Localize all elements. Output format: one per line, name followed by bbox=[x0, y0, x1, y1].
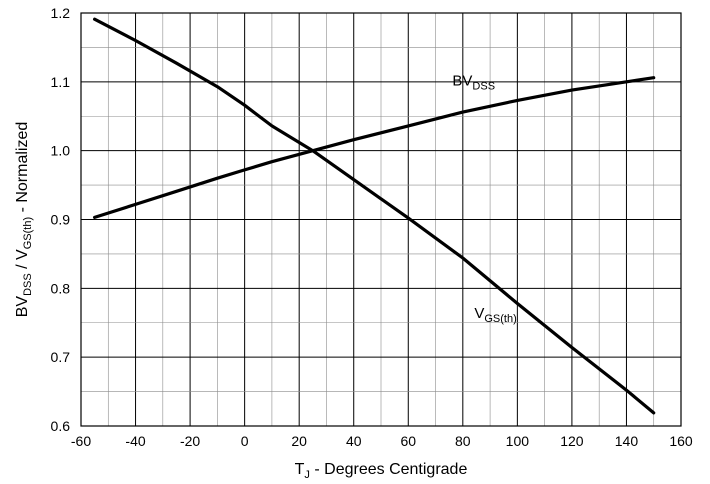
x-tick-label: 20 bbox=[291, 433, 307, 449]
x-tick-label: 60 bbox=[400, 433, 416, 449]
y-tick-labels: 0.6 0.7 0.8 0.9 1.0 1.1 1.2 bbox=[51, 5, 71, 434]
x-tick-label: 160 bbox=[669, 433, 693, 449]
x-tick-labels: -60 -40 -20 0 20 40 60 80 100 120 140 160 bbox=[71, 433, 693, 449]
y-tick-label: 0.6 bbox=[51, 418, 71, 434]
y-tick-label: 0.8 bbox=[51, 280, 71, 296]
x-tick-label: 0 bbox=[241, 433, 249, 449]
y-tick-label: 0.9 bbox=[51, 212, 71, 228]
y-tick-label: 1.2 bbox=[51, 5, 71, 21]
y-tick-label: 0.7 bbox=[51, 349, 71, 365]
series-line-0 bbox=[93, 76, 656, 219]
y-tick-label: 1.0 bbox=[51, 143, 71, 159]
x-tick-label: 120 bbox=[560, 433, 584, 449]
series-lines bbox=[93, 17, 656, 415]
y-axis-title: BVDSS / VGS(th) - Normalized bbox=[14, 122, 34, 318]
x-tick-label: 140 bbox=[615, 433, 639, 449]
series-label-0: BVDSS bbox=[452, 72, 495, 92]
x-tick-label: -20 bbox=[180, 433, 200, 449]
x-axis-title: TJ - Degrees Centigrade bbox=[295, 461, 468, 481]
x-tick-label: -40 bbox=[125, 433, 145, 449]
x-tick-label: 40 bbox=[346, 433, 362, 449]
x-tick-label: 80 bbox=[455, 433, 471, 449]
series-labels: BVDSS VGS(th) bbox=[452, 72, 516, 325]
x-tick-label: -60 bbox=[71, 433, 91, 449]
series-line-1 bbox=[93, 17, 656, 415]
series-label-1: VGS(th) bbox=[474, 305, 516, 325]
y-tick-label: 1.1 bbox=[51, 74, 71, 90]
x-tick-label: 100 bbox=[506, 433, 530, 449]
plot-frame bbox=[80, 12, 682, 427]
